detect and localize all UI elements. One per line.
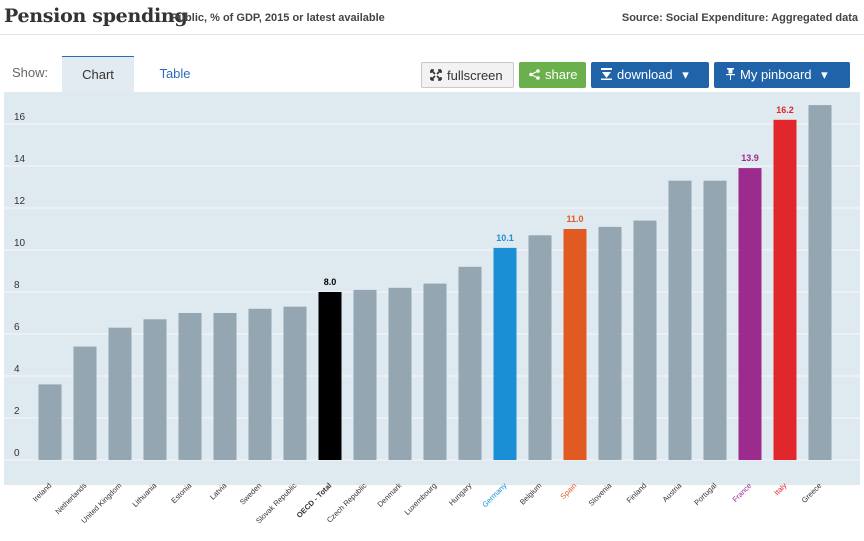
bar (668, 180, 692, 460)
x-tick-label: Finland (625, 481, 649, 505)
share-label: share (545, 67, 578, 82)
bar (248, 308, 272, 460)
bar (808, 105, 832, 460)
chart-subtitle: Public, % of GDP, 2015 or latest availab… (171, 12, 385, 24)
data-label: 8.0 (324, 277, 337, 287)
download-label: download (617, 67, 673, 82)
x-tick-label: Portugal (692, 481, 718, 507)
y-tick-label: 12 (14, 196, 26, 207)
bar (38, 384, 62, 460)
pinboard-label: My pinboard (740, 67, 812, 82)
fullscreen-icon (430, 63, 442, 89)
x-tick-label: Estonia (169, 480, 194, 505)
x-tick-label: Denmark (376, 481, 404, 509)
x-tick-label: Ireland (31, 481, 54, 504)
bar (213, 313, 237, 460)
toolbar: Show: Chart Table fullscreen share downl… (0, 56, 864, 93)
tab-table[interactable]: Table (159, 66, 191, 81)
tab-chart[interactable]: Chart (62, 56, 134, 93)
x-tick-label: Hungary (447, 481, 474, 508)
bar (388, 287, 412, 460)
chevron-down-icon: ▾ (682, 67, 689, 82)
x-tick-label: Austria (661, 480, 684, 503)
bar (563, 229, 587, 460)
download-button[interactable]: download ▾ (591, 62, 709, 88)
pin-icon (726, 62, 735, 88)
x-tick-label: Slovenia (587, 480, 614, 507)
share-icon (529, 62, 540, 88)
bar (178, 313, 202, 460)
bar (353, 289, 377, 460)
chevron-down-icon: ▾ (821, 67, 828, 82)
y-tick-label: 4 (14, 364, 20, 375)
header: Pension spending Public, % of GDP, 2015 … (0, 0, 864, 35)
bar (703, 180, 727, 460)
bar (143, 319, 167, 460)
x-tick-label: Latvia (208, 480, 229, 501)
x-tick-label: France (731, 481, 754, 504)
pinboard-button[interactable]: My pinboard ▾ (714, 62, 850, 88)
y-tick-label: 8 (14, 280, 20, 291)
x-tick-label: Netherlands (53, 481, 88, 516)
bar (528, 235, 552, 460)
y-tick-label: 6 (14, 322, 20, 333)
x-tick-label: Sweden (238, 481, 264, 507)
bar (598, 226, 622, 460)
bar (633, 220, 657, 460)
bar (73, 346, 97, 460)
data-label: 11.0 (566, 214, 583, 224)
fullscreen-label: fullscreen (447, 68, 503, 83)
data-label: 16.2 (776, 105, 794, 115)
bar (318, 292, 342, 460)
bar (493, 247, 517, 460)
bar (773, 119, 797, 461)
bar (458, 266, 482, 460)
y-tick-label: 16 (14, 112, 26, 123)
x-tick-label: OECD - Total (295, 481, 334, 520)
data-label: 13.9 (741, 153, 759, 163)
download-icon (601, 62, 612, 88)
bar (738, 168, 762, 460)
x-tick-label: Germany (480, 481, 508, 509)
x-tick-label: Italy (772, 481, 788, 497)
x-tick-label: Spain (558, 481, 578, 501)
x-tick-label: Luxembourg (403, 481, 439, 517)
source-text: Source: Social Expenditure: Aggregated d… (621, 12, 858, 24)
x-tick-label: Greece (800, 481, 824, 505)
page-title: Pension spending (4, 5, 188, 27)
bar (283, 306, 307, 460)
x-tick-label: Belgium (518, 481, 544, 507)
x-tick-label: Lithuania (131, 480, 159, 508)
fullscreen-button[interactable]: fullscreen (421, 62, 514, 88)
data-label: 10.1 (496, 233, 514, 243)
y-tick-label: 10 (14, 238, 26, 249)
y-tick-label: 0 (14, 448, 20, 459)
share-button[interactable]: share (519, 62, 586, 88)
show-label: Show: (12, 65, 49, 80)
y-tick-label: 2 (14, 406, 20, 417)
bar (108, 327, 132, 460)
y-tick-label: 14 (14, 154, 26, 165)
bar (423, 283, 447, 460)
